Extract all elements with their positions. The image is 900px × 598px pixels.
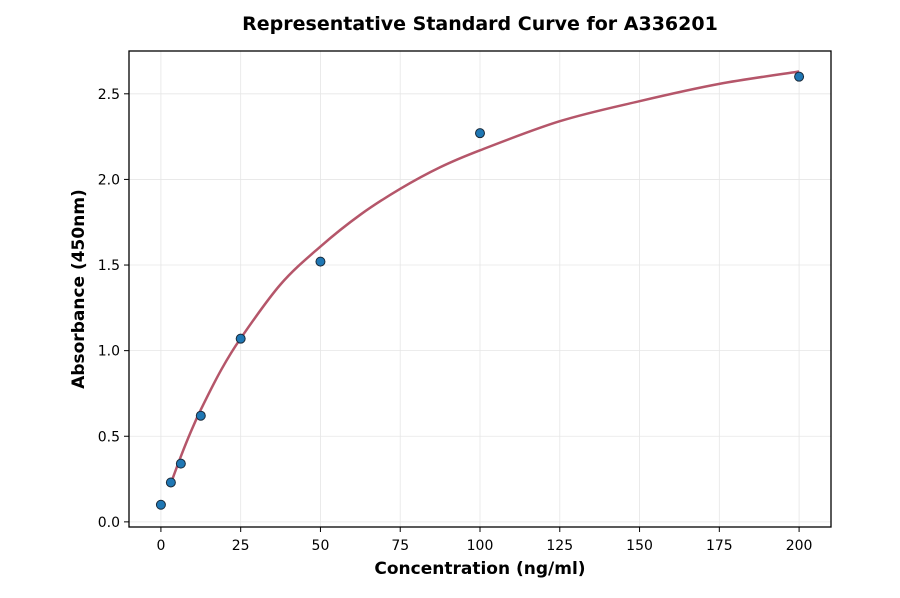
grid <box>129 51 831 527</box>
data-point <box>195 410 206 421</box>
y-axis-label: Absorbance (450nm) <box>69 189 89 389</box>
y-tick-label: 0.5 <box>98 429 120 445</box>
data-point <box>165 477 176 488</box>
x-tick-label: 25 <box>232 538 250 554</box>
data-point <box>235 333 246 344</box>
x-tick-label: 200 <box>786 538 813 554</box>
x-tick-label: 50 <box>312 538 330 554</box>
x-tick-label: 75 <box>391 538 409 554</box>
x-axis-label: Concentration (ng/ml) <box>374 559 585 579</box>
data-point <box>155 499 166 510</box>
y-tick-label: 0.0 <box>98 515 120 531</box>
data-point <box>315 256 326 267</box>
y-tick-label: 1.0 <box>98 344 120 360</box>
y-axis-ticks: 0.0 0.5 1.0 1.5 2.0 2.5 <box>98 87 129 531</box>
data-points <box>155 71 805 510</box>
data-point <box>175 458 186 469</box>
data-point <box>794 71 805 82</box>
y-tick-label: 1.5 <box>98 258 120 274</box>
x-tick-label: 175 <box>706 538 733 554</box>
y-tick-label: 2.5 <box>98 87 120 103</box>
chart-title: Representative Standard Curve for A33620… <box>242 13 718 35</box>
x-tick-label: 150 <box>626 538 653 554</box>
y-tick-label: 2.0 <box>98 172 120 188</box>
x-tick-label: 125 <box>546 538 573 554</box>
x-tick-label: 100 <box>467 538 494 554</box>
x-tick-label: 0 <box>156 538 165 554</box>
data-point <box>475 128 485 139</box>
x-axis-ticks: 0 25 50 75 100 125 150 175 200 <box>156 527 812 554</box>
